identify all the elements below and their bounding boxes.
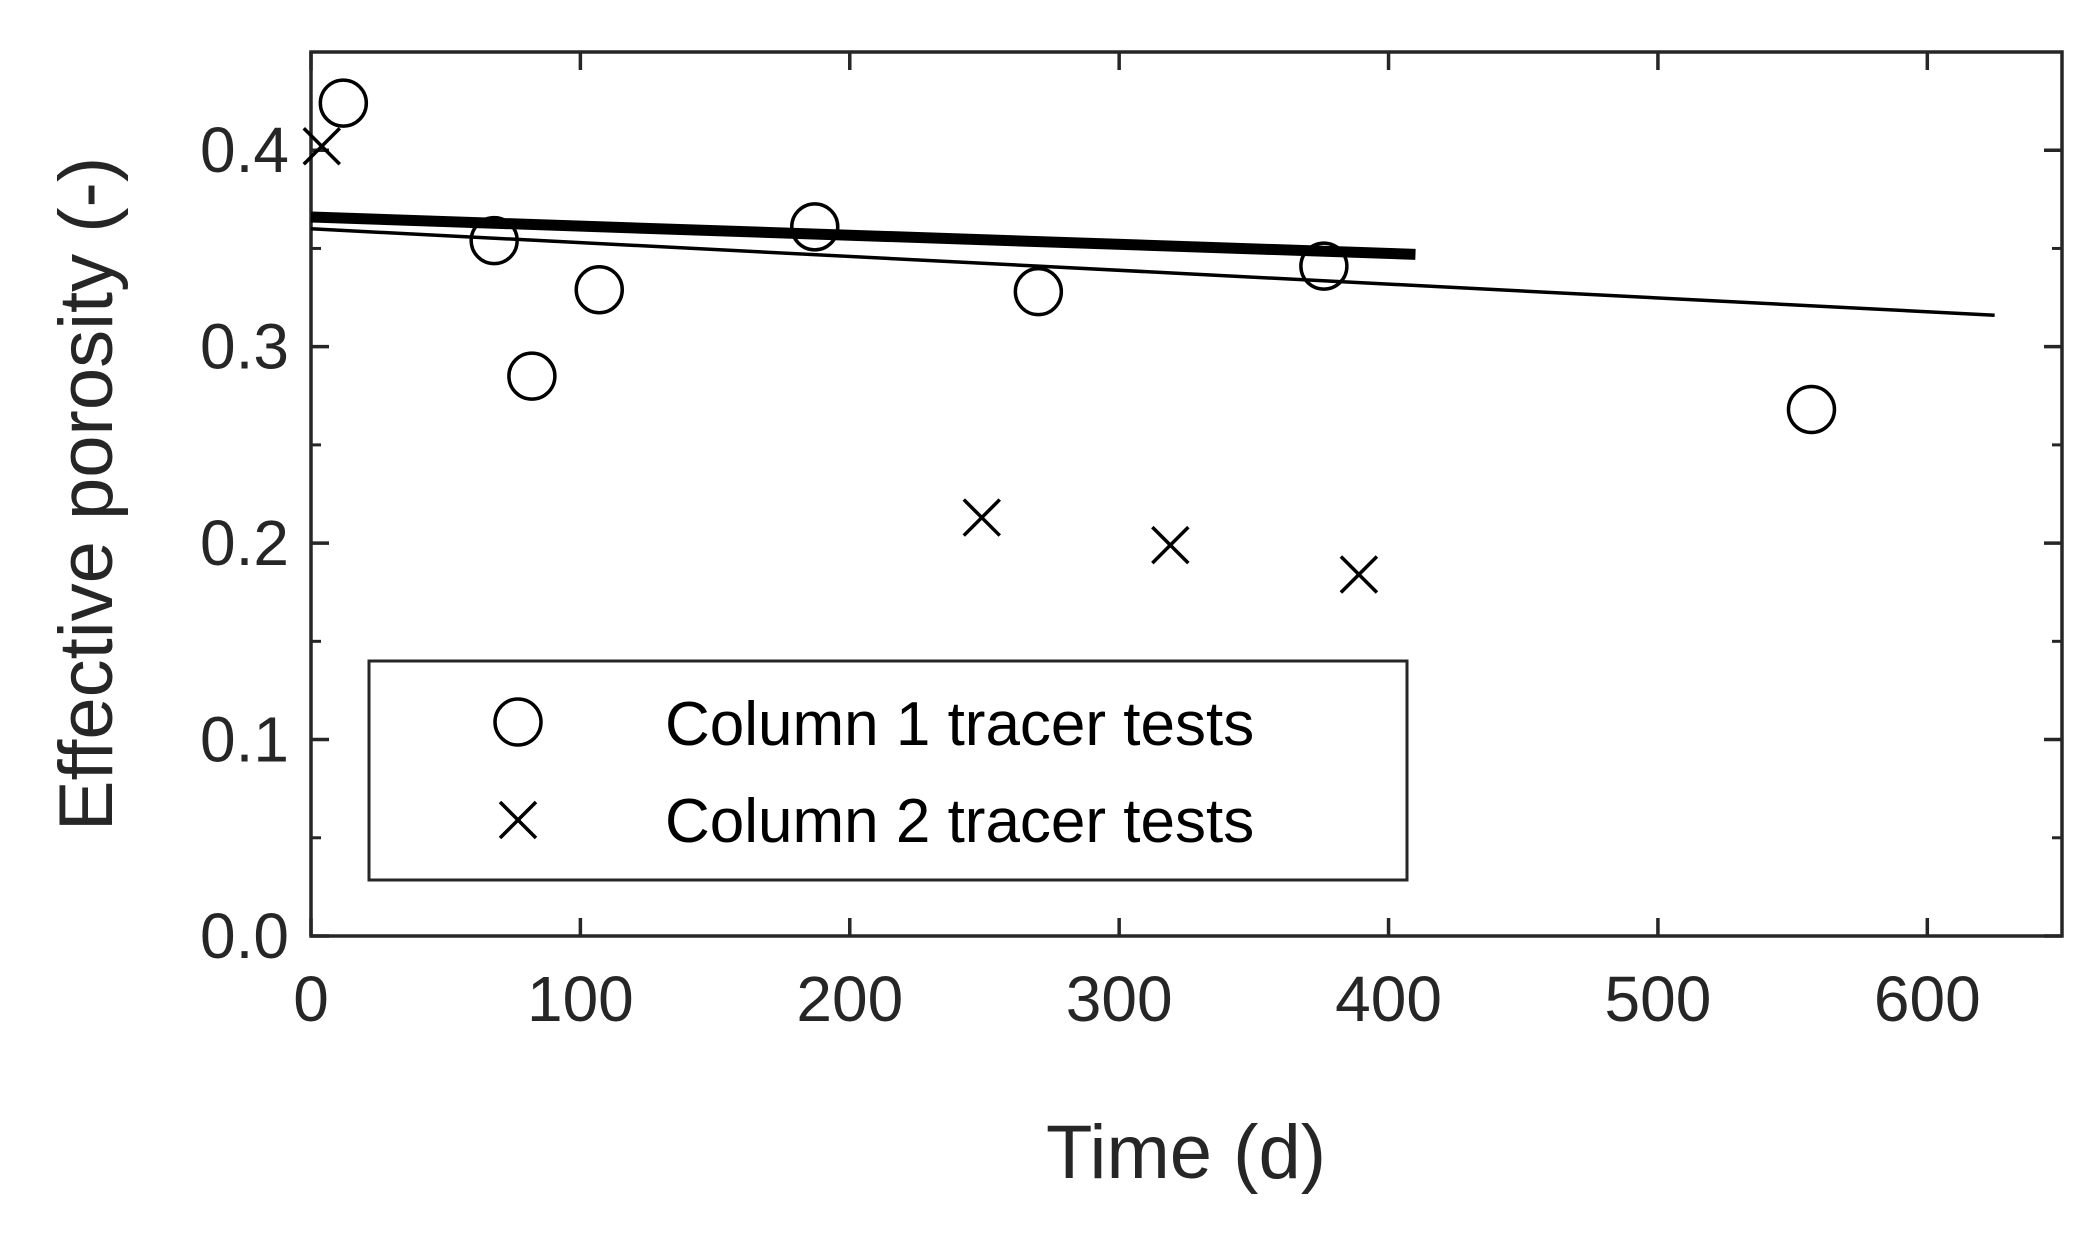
legend-box [367, 659, 1409, 882]
x-tick-label: 400 [1335, 963, 1442, 1035]
y-tick-label: 0.0 [200, 900, 289, 972]
point-column-1 [1013, 266, 1064, 317]
data-points [302, 78, 1837, 594]
point-column-2 [1151, 525, 1190, 565]
y-tick-label: 0.3 [200, 311, 289, 383]
x-tick-label: 500 [1605, 963, 1712, 1035]
point-column-2 [1339, 555, 1379, 594]
point-column-1 [469, 215, 519, 266]
point-column-1 [789, 202, 840, 252]
trend-line-thick [310, 211, 1416, 260]
point-column-2 [302, 127, 342, 166]
x-axis-title: Time (d) [1046, 1110, 1326, 1195]
legend-cross-marker [498, 800, 538, 840]
point-column-1 [1299, 241, 1349, 291]
x-tick-label: 100 [527, 963, 634, 1035]
legend-label-column-2: Column 2 tracer tests [665, 787, 1254, 856]
x-tick-label: 300 [1066, 963, 1173, 1035]
trend-line-thin [310, 227, 1995, 317]
point-column-2 [962, 498, 1002, 537]
legend-circle-marker [493, 697, 543, 747]
y-tick-label: 0.2 [200, 507, 289, 579]
point-column-1 [507, 351, 557, 401]
point-column-1 [574, 264, 624, 315]
axis-tick-labels: 0 100 200 300 400 500 600 0.0 0.1 0.2 0.3 0.4 [200, 114, 1981, 1035]
axis-ticks [309, 50, 2062, 938]
legend-label-column-1: Column 1 tracer tests [665, 690, 1254, 759]
x-tick-label: 600 [1874, 963, 1981, 1035]
point-column-1 [1786, 384, 1837, 435]
trend-lines [310, 211, 1995, 317]
y-tick-label: 0.4 [200, 114, 289, 186]
x-tick-label: 0 [293, 963, 329, 1035]
x-tick-label: 200 [796, 963, 903, 1035]
y-axis-title: Effective porosity (-) [44, 157, 129, 831]
point-column-1 [318, 78, 369, 128]
y-tick-label: 0.1 [200, 704, 289, 776]
legend: Column 1 tracer tests Column 2 tracer te… [367, 659, 1409, 882]
